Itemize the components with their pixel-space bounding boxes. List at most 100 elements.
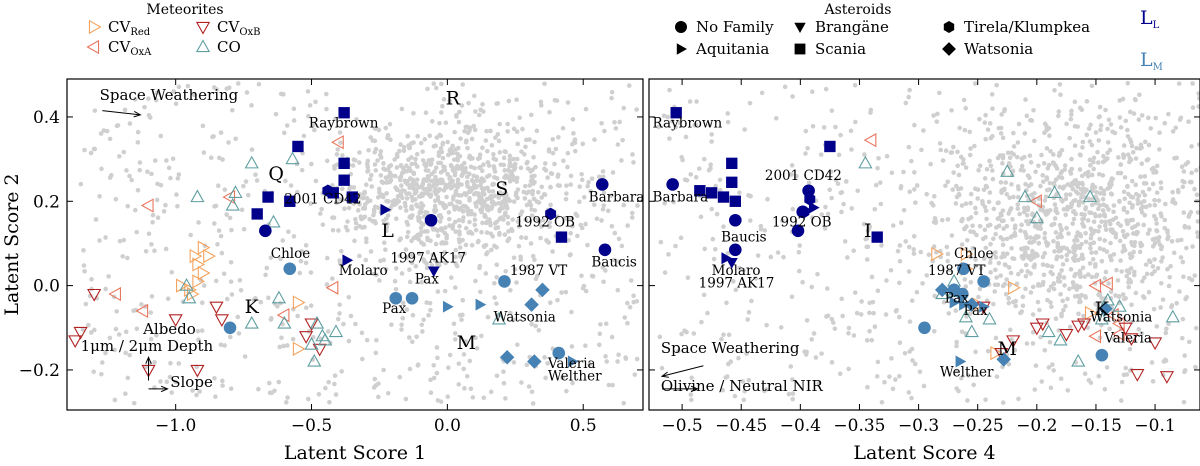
data-point bbox=[292, 295, 306, 310]
field-point bbox=[1124, 273, 1129, 279]
field-point bbox=[1063, 212, 1069, 218]
field-point bbox=[99, 166, 104, 172]
field-point bbox=[389, 322, 394, 328]
field-point bbox=[215, 242, 220, 247]
field-point bbox=[1000, 237, 1006, 242]
field-point bbox=[982, 204, 988, 210]
field-point bbox=[746, 310, 752, 315]
field-point bbox=[1127, 159, 1132, 165]
field-point bbox=[999, 190, 1004, 195]
field-point bbox=[445, 139, 451, 145]
field-point bbox=[1058, 92, 1063, 97]
field-point bbox=[494, 301, 499, 306]
field-point bbox=[575, 233, 580, 239]
field-point bbox=[164, 158, 169, 163]
field-point bbox=[431, 362, 437, 368]
field-point bbox=[1046, 288, 1052, 293]
field-point bbox=[1190, 244, 1195, 249]
field-point bbox=[1069, 202, 1075, 208]
field-point bbox=[823, 204, 828, 210]
field-point bbox=[371, 209, 377, 215]
field-point bbox=[1057, 272, 1062, 277]
field-point bbox=[986, 199, 992, 205]
field-point bbox=[797, 243, 803, 248]
field-point bbox=[725, 111, 731, 116]
data-point bbox=[791, 224, 805, 238]
field-point bbox=[1133, 290, 1139, 296]
field-point bbox=[1124, 268, 1130, 273]
field-point bbox=[532, 208, 538, 213]
field-point bbox=[901, 207, 907, 213]
field-point bbox=[1142, 275, 1147, 280]
field-point bbox=[228, 259, 234, 265]
field-point bbox=[951, 170, 956, 175]
field-point bbox=[444, 235, 449, 241]
field-point bbox=[1067, 286, 1072, 292]
field-point bbox=[1075, 230, 1080, 235]
field-point bbox=[420, 222, 426, 227]
field-point bbox=[481, 243, 487, 249]
field-point bbox=[565, 100, 571, 105]
field-point bbox=[1127, 346, 1133, 352]
field-point bbox=[1091, 155, 1097, 161]
field-point bbox=[351, 185, 357, 190]
point-label: Watsonia bbox=[494, 309, 556, 325]
field-point bbox=[353, 216, 358, 222]
field-point bbox=[511, 255, 517, 261]
field-point bbox=[987, 158, 992, 164]
field-point bbox=[523, 235, 529, 241]
field-point bbox=[456, 382, 462, 387]
field-point bbox=[440, 103, 445, 109]
field-point bbox=[609, 334, 615, 340]
field-point bbox=[1118, 258, 1123, 263]
field-point bbox=[1150, 264, 1156, 269]
field-point bbox=[913, 200, 918, 205]
field-point bbox=[996, 200, 1001, 206]
field-point bbox=[1064, 121, 1069, 127]
field-point bbox=[1161, 359, 1167, 364]
field-point bbox=[1003, 180, 1009, 185]
field-point bbox=[1015, 140, 1021, 145]
field-point bbox=[473, 335, 478, 341]
field-point bbox=[849, 147, 854, 152]
series-co bbox=[179, 151, 507, 367]
field-point bbox=[501, 369, 506, 374]
field-point bbox=[1142, 139, 1148, 145]
field-point bbox=[1069, 156, 1074, 162]
field-point bbox=[1054, 166, 1060, 171]
field-point bbox=[1098, 185, 1104, 191]
field-point bbox=[1059, 268, 1064, 273]
field-point bbox=[417, 251, 422, 257]
field-point bbox=[758, 226, 764, 232]
field-point bbox=[835, 181, 841, 186]
field-point bbox=[345, 227, 350, 233]
field-point bbox=[233, 136, 238, 142]
field-point bbox=[1140, 294, 1146, 299]
field-point bbox=[1032, 254, 1037, 259]
field-point bbox=[507, 153, 513, 159]
x-axis-label: Latent Score 4 bbox=[853, 442, 995, 464]
field-point bbox=[1044, 127, 1049, 133]
field-point bbox=[221, 271, 227, 277]
field-point bbox=[1189, 179, 1194, 185]
field-point bbox=[1058, 231, 1063, 237]
field-point bbox=[1104, 365, 1110, 370]
field-point bbox=[906, 269, 912, 274]
field-point bbox=[348, 313, 354, 319]
field-point bbox=[1129, 178, 1135, 184]
data-point bbox=[1124, 333, 1139, 346]
data-point bbox=[259, 224, 272, 238]
field-point bbox=[113, 326, 119, 332]
field-point bbox=[937, 90, 942, 96]
field-point bbox=[693, 174, 699, 180]
field-point bbox=[548, 202, 553, 208]
field-point bbox=[427, 182, 432, 188]
field-point bbox=[1070, 186, 1076, 192]
field-point bbox=[219, 250, 225, 256]
field-point bbox=[596, 174, 602, 180]
field-point bbox=[627, 304, 633, 310]
field-point bbox=[867, 224, 873, 229]
field-point bbox=[91, 369, 97, 375]
field-point bbox=[1059, 254, 1064, 260]
group-label-ll: LL bbox=[1140, 7, 1160, 31]
